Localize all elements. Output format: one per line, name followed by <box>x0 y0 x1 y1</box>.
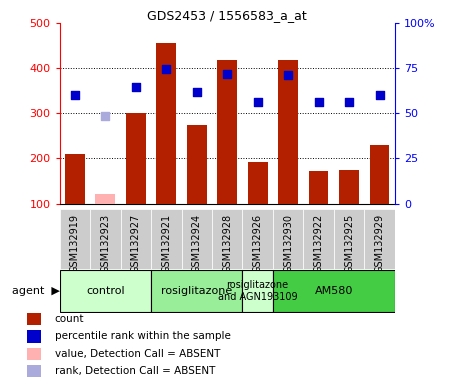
Title: GDS2453 / 1556583_a_at: GDS2453 / 1556583_a_at <box>147 9 307 22</box>
Point <box>315 98 322 104</box>
Text: AM580: AM580 <box>314 286 353 296</box>
Point <box>345 98 353 104</box>
Text: GSM132930: GSM132930 <box>283 214 293 273</box>
Bar <box>126 113 146 204</box>
Text: value, Detection Call = ABSENT: value, Detection Call = ABSENT <box>55 349 220 359</box>
Bar <box>339 170 359 204</box>
Text: GSM132926: GSM132926 <box>252 214 263 273</box>
Bar <box>248 162 268 204</box>
Point <box>224 71 231 77</box>
Text: GSM132929: GSM132929 <box>375 214 385 273</box>
Bar <box>27 348 41 360</box>
Text: GSM132919: GSM132919 <box>70 214 80 273</box>
Point <box>102 113 109 119</box>
Bar <box>334 209 364 269</box>
Point <box>71 92 78 98</box>
Bar <box>273 270 395 312</box>
Bar <box>151 209 181 269</box>
Text: rosiglitazone: rosiglitazone <box>161 286 232 296</box>
Bar <box>242 209 273 269</box>
Bar <box>242 270 273 312</box>
Point <box>285 72 292 78</box>
Bar <box>364 209 395 269</box>
Text: rosiglitazone
and AGN193109: rosiglitazone and AGN193109 <box>218 280 297 302</box>
Text: GSM132928: GSM132928 <box>222 214 232 273</box>
Point <box>254 98 261 104</box>
Bar <box>27 366 41 377</box>
Text: GSM132924: GSM132924 <box>192 214 202 273</box>
Text: GSM132923: GSM132923 <box>101 214 110 273</box>
Text: count: count <box>55 314 84 324</box>
Point <box>162 66 170 72</box>
Bar <box>309 171 329 204</box>
Bar <box>60 209 90 269</box>
Text: agent  ▶: agent ▶ <box>12 286 60 296</box>
Bar <box>90 209 121 269</box>
Bar <box>278 60 298 204</box>
Bar <box>157 43 176 204</box>
Bar <box>95 195 115 204</box>
Bar <box>187 124 207 204</box>
Text: rank, Detection Call = ABSENT: rank, Detection Call = ABSENT <box>55 366 215 376</box>
Bar <box>60 270 151 312</box>
Text: GSM132921: GSM132921 <box>161 214 171 273</box>
Bar <box>27 330 41 343</box>
Point <box>376 92 383 98</box>
Bar <box>369 145 389 204</box>
Point <box>193 89 201 95</box>
Bar <box>27 313 41 325</box>
Text: GSM132925: GSM132925 <box>344 214 354 273</box>
Bar <box>217 60 237 204</box>
Text: percentile rank within the sample: percentile rank within the sample <box>55 331 230 341</box>
Text: GSM132922: GSM132922 <box>313 214 324 273</box>
Bar <box>151 270 242 312</box>
Bar <box>181 209 212 269</box>
Point <box>132 84 140 90</box>
Bar <box>303 209 334 269</box>
Text: GSM132927: GSM132927 <box>131 214 141 273</box>
Bar <box>65 154 85 204</box>
Bar <box>212 209 242 269</box>
Bar <box>121 209 151 269</box>
Bar <box>273 209 303 269</box>
Text: control: control <box>86 286 125 296</box>
